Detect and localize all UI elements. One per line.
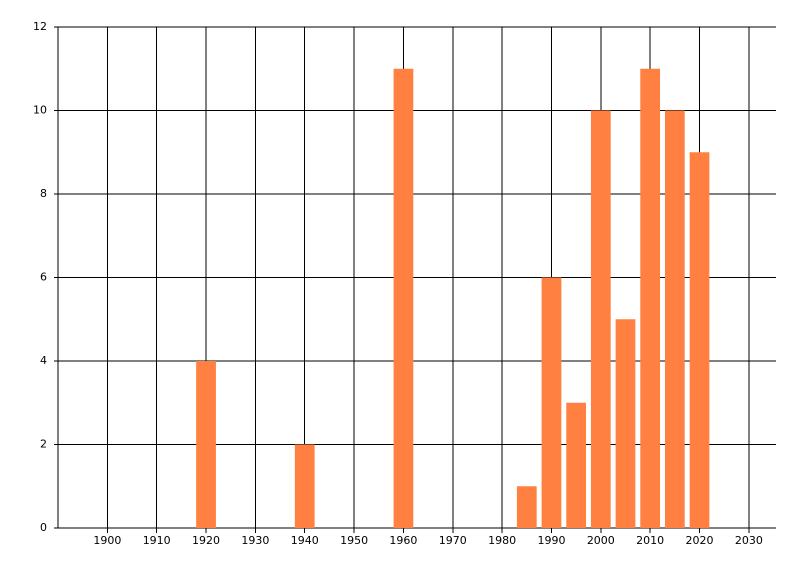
bar: [615, 319, 636, 528]
x-tick-label: 1960: [389, 534, 417, 547]
y-tick-label: 0: [40, 521, 47, 534]
x-tick-label: 1990: [537, 534, 565, 547]
x-tick-label: 2010: [636, 534, 664, 547]
bar: [196, 361, 216, 528]
bar: [664, 110, 685, 528]
x-tick-label: 1910: [143, 534, 171, 547]
x-tick-label: 2030: [735, 534, 763, 547]
x-tick-label: 2020: [686, 534, 714, 547]
bar: [590, 110, 611, 528]
x-tick-label: 1940: [291, 534, 319, 547]
x-tick-label: 1980: [488, 534, 516, 547]
bar: [689, 152, 710, 528]
bar: [541, 277, 562, 528]
y-tick-label: 12: [33, 20, 47, 33]
bar: [640, 68, 661, 528]
x-tick-label: 1920: [192, 534, 220, 547]
bar: [566, 402, 587, 528]
bar: [393, 68, 414, 528]
y-tick-label: 8: [40, 187, 47, 200]
x-tick-label: 1900: [93, 534, 121, 547]
y-tick-label: 4: [40, 354, 47, 367]
x-tick-label: 1950: [340, 534, 368, 547]
y-tick-label: 2: [40, 438, 47, 451]
bar: [516, 486, 537, 528]
bar: [294, 444, 315, 528]
y-tick-label: 10: [33, 104, 47, 117]
x-tick-label: 1930: [241, 534, 269, 547]
y-tick-label: 6: [40, 271, 47, 284]
x-tick-label: 1970: [439, 534, 467, 547]
x-tick-label: 2000: [587, 534, 615, 547]
